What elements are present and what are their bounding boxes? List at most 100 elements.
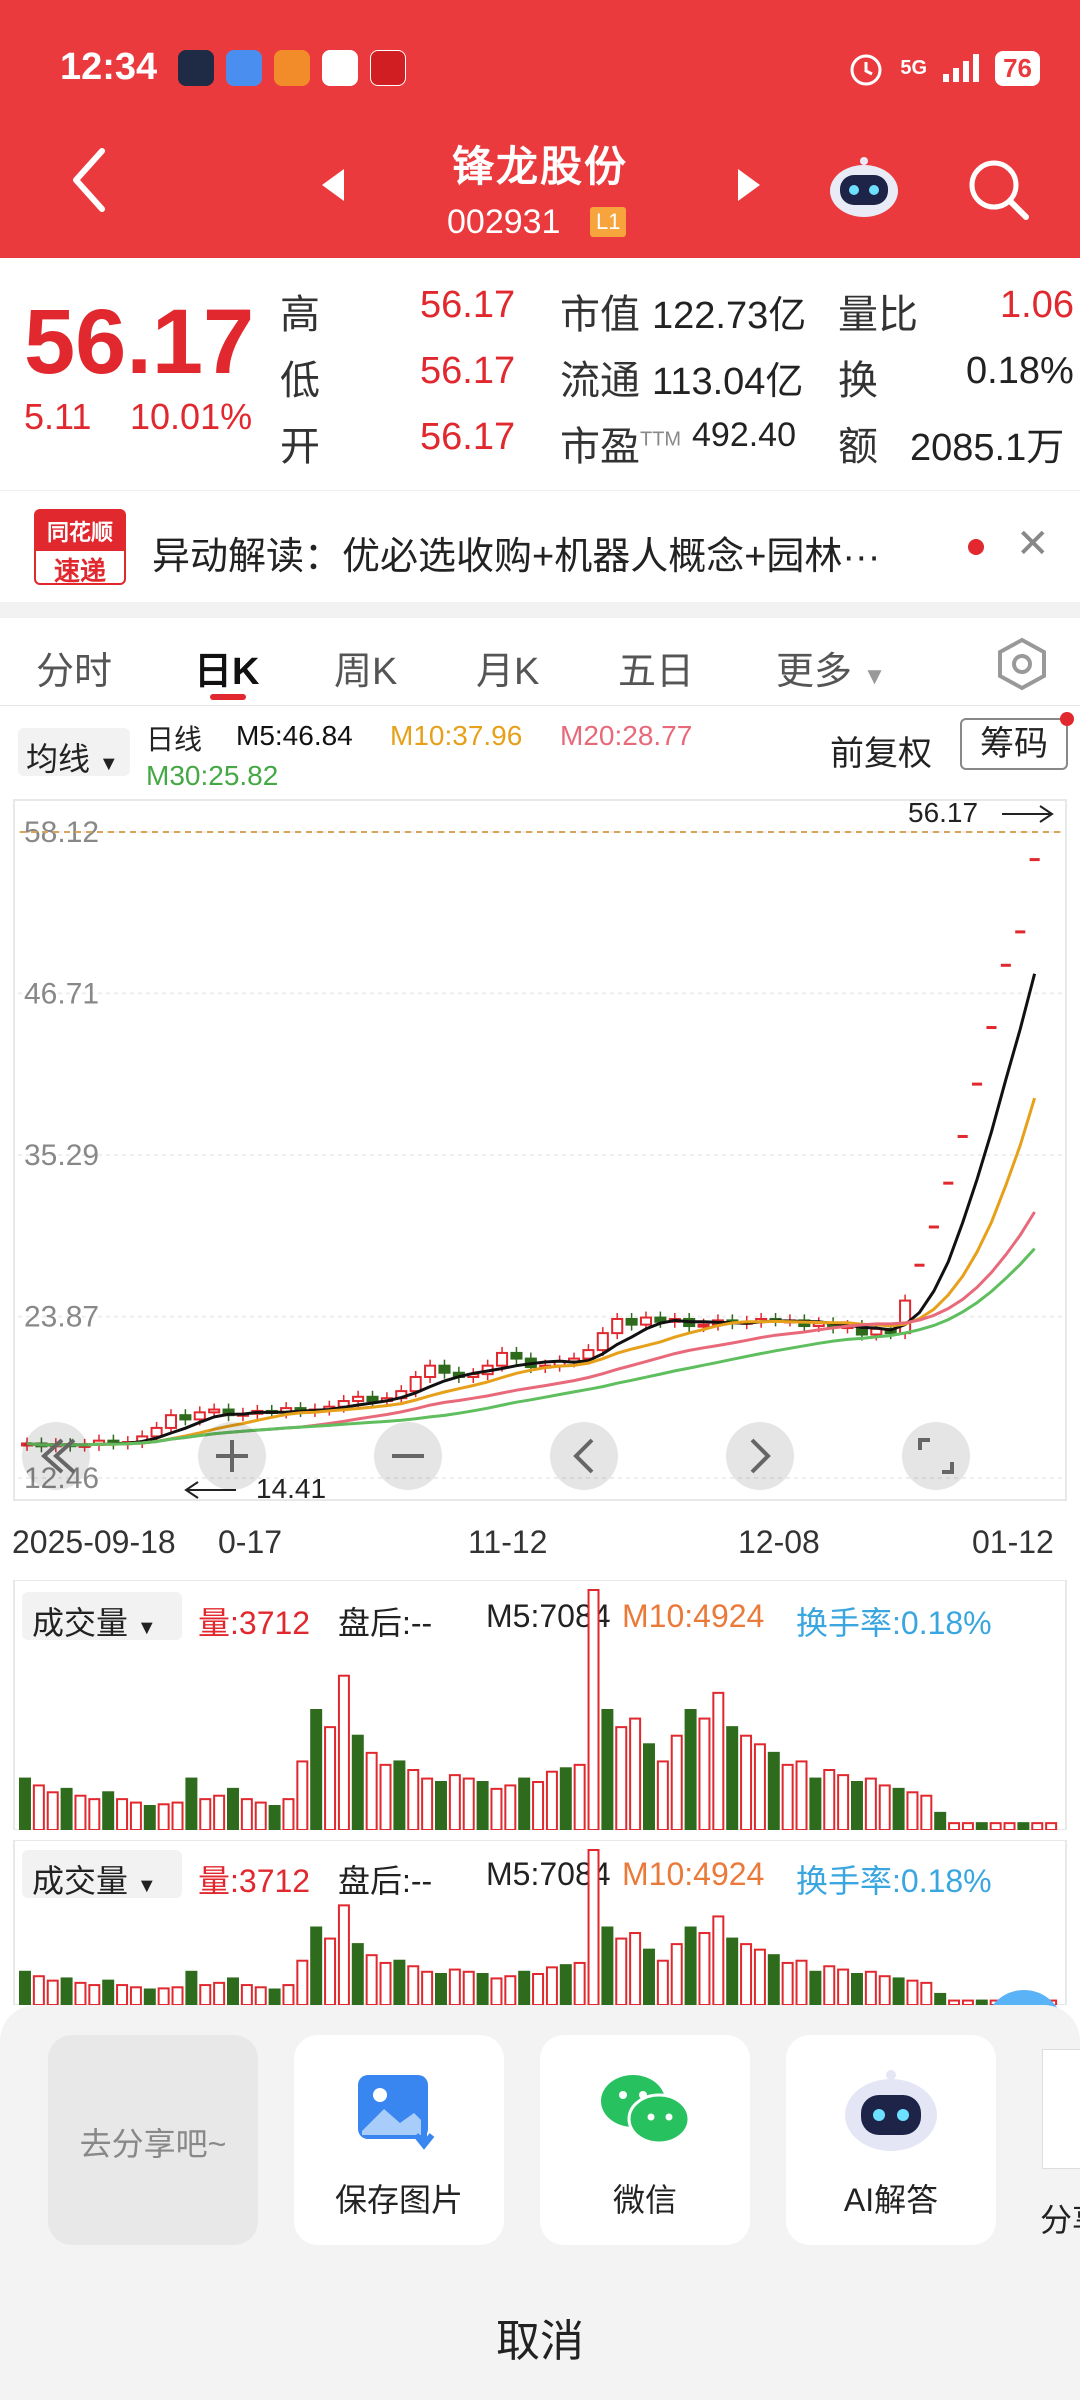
volume-bar — [60, 1977, 73, 2005]
arrow-left-icon — [184, 1481, 236, 1499]
volume-bar — [282, 1984, 295, 2005]
volume-ratio-value: 1.06 — [1000, 284, 1074, 326]
amount-label: 额 — [838, 425, 878, 469]
wechat-icon — [601, 2075, 691, 2145]
ma5-line — [26, 973, 1037, 1447]
stock-code: 002931 — [447, 203, 561, 241]
scroll-to-start-button[interactable] — [22, 1422, 90, 1490]
volume-frame — [13, 1580, 1067, 1830]
volume-bar — [573, 1961, 586, 2005]
settings-icon[interactable] — [994, 636, 1050, 692]
volume-bar — [448, 1968, 461, 2005]
zoom-out-button[interactable] — [374, 1422, 442, 1490]
mcap-label: 市值 — [560, 293, 640, 337]
x-tick-date: 01-12 — [972, 1524, 1054, 1560]
volume-chart-2 — [13, 1840, 1067, 2005]
volume-bar — [268, 1988, 281, 2005]
news-text[interactable]: 异动解读：优必选收购+机器人概念+园林··· — [152, 536, 881, 578]
search-icon[interactable] — [966, 157, 1030, 221]
zoom-in-button[interactable] — [198, 1422, 266, 1490]
scroll-left-button[interactable] — [550, 1422, 618, 1490]
low-value: 56.17 — [420, 350, 516, 392]
volume-indicator-select[interactable]: 成交量 ▼ — [22, 1592, 182, 1641]
volume-frame — [13, 1840, 1067, 2005]
cancel-button[interactable]: 取消 — [496, 2317, 584, 2366]
volume-bar — [643, 1743, 655, 1830]
volume-bar — [587, 1589, 600, 1830]
volume-bar — [60, 1787, 73, 1830]
y-tick-label: 35.29 — [24, 1139, 99, 1172]
tab-monthly-k[interactable]: 月K — [476, 651, 540, 693]
chips-button[interactable]: 筹码 — [960, 718, 1068, 770]
volume-value: 量:3712 — [198, 1863, 311, 1899]
scroll-right-button[interactable] — [726, 1422, 794, 1490]
tab-weekly-k[interactable]: 周K — [334, 651, 398, 693]
chevron-down-icon: ▼ — [98, 753, 119, 775]
adjust-toggle[interactable]: 前复权 — [830, 735, 932, 773]
volume-bar — [421, 1777, 434, 1830]
turnover-value: 0.18% — [966, 350, 1074, 392]
volume-bar — [851, 1973, 863, 2005]
open-label: 开 — [280, 425, 320, 469]
ma10-value: M10:37.96 — [390, 720, 523, 751]
tab-more[interactable]: 更多 ▼ — [776, 651, 887, 693]
volume-bar — [892, 1787, 905, 1830]
chart-frame — [13, 799, 1067, 1501]
turnover-rate: 换手率:0.18% — [796, 1605, 992, 1641]
volume-bar — [518, 1777, 531, 1830]
candlestick — [208, 1408, 221, 1414]
volume-bar — [102, 1791, 115, 1830]
tab-daily-k[interactable]: 日K — [194, 651, 260, 693]
volume-bar — [615, 1726, 628, 1830]
close-icon[interactable]: ✕ — [1016, 522, 1050, 566]
after-hours-value: 盘后:-- — [338, 1605, 433, 1641]
volume-bar — [435, 1973, 447, 2005]
volume-bar — [296, 1760, 309, 1830]
wechat-button[interactable]: 微信 — [540, 2035, 750, 2245]
candlestick — [899, 1299, 912, 1335]
news-banner[interactable]: 同花顺 速递 异动解读：优必选收购+机器人概念+园林··· ✕ — [0, 490, 1080, 602]
back-icon[interactable] — [68, 145, 108, 215]
volume-bars — [19, 1589, 1058, 1830]
share-preview: 去分享吧~ — [48, 2035, 258, 2245]
float-value: 113.04亿 — [652, 361, 804, 403]
network-label: 5G — [900, 56, 928, 79]
volume-indicator-select-2[interactable]: 成交量 ▼ — [22, 1850, 182, 1899]
price-change-pct: 10.01% — [130, 396, 253, 437]
tab-five-day[interactable]: 五日 — [618, 651, 695, 693]
volume-bar — [545, 1770, 558, 1830]
volume-bar — [143, 1805, 156, 1830]
volume-bar — [601, 1926, 614, 2005]
volume-bar — [213, 1981, 226, 2005]
volume-bar — [559, 1964, 572, 2005]
volume-bar — [934, 1992, 947, 2005]
volume-bar — [1045, 1822, 1058, 1830]
volume-bar — [878, 1975, 891, 2005]
volume-bar — [684, 1926, 697, 2005]
volume-bar — [476, 1973, 489, 2005]
volume-bar — [864, 1777, 877, 1830]
volume-bar — [656, 1959, 669, 2005]
high-value: 56.17 — [420, 284, 516, 326]
prev-stock-icon[interactable] — [320, 167, 346, 203]
volume-bar — [545, 1966, 558, 2005]
volume-bar — [809, 1970, 822, 2005]
ai-answer-button[interactable]: AI解答 — [786, 2035, 996, 2245]
candlestick — [596, 1332, 609, 1352]
indicator-select[interactable]: 均线 ▼ — [18, 728, 130, 777]
next-stock-icon[interactable] — [736, 167, 762, 203]
volume-bar — [407, 1965, 420, 2005]
save-image-button[interactable]: 保存图片 — [294, 2035, 504, 2245]
volume-bar — [698, 1932, 711, 2005]
volume-bar — [102, 1979, 115, 2005]
notification-dot — [1060, 712, 1074, 726]
volume-bar — [934, 1811, 947, 1830]
ai-robot-icon[interactable] — [826, 155, 902, 219]
share-more-item[interactable]: 分享 — [1040, 2035, 1080, 2245]
volume-bar — [878, 1784, 891, 1830]
fullscreen-button[interactable] — [902, 1422, 970, 1490]
tab-intraday[interactable]: 分时 — [36, 651, 113, 693]
volume-bar — [407, 1769, 420, 1830]
chevron-left-icon — [573, 1438, 594, 1474]
